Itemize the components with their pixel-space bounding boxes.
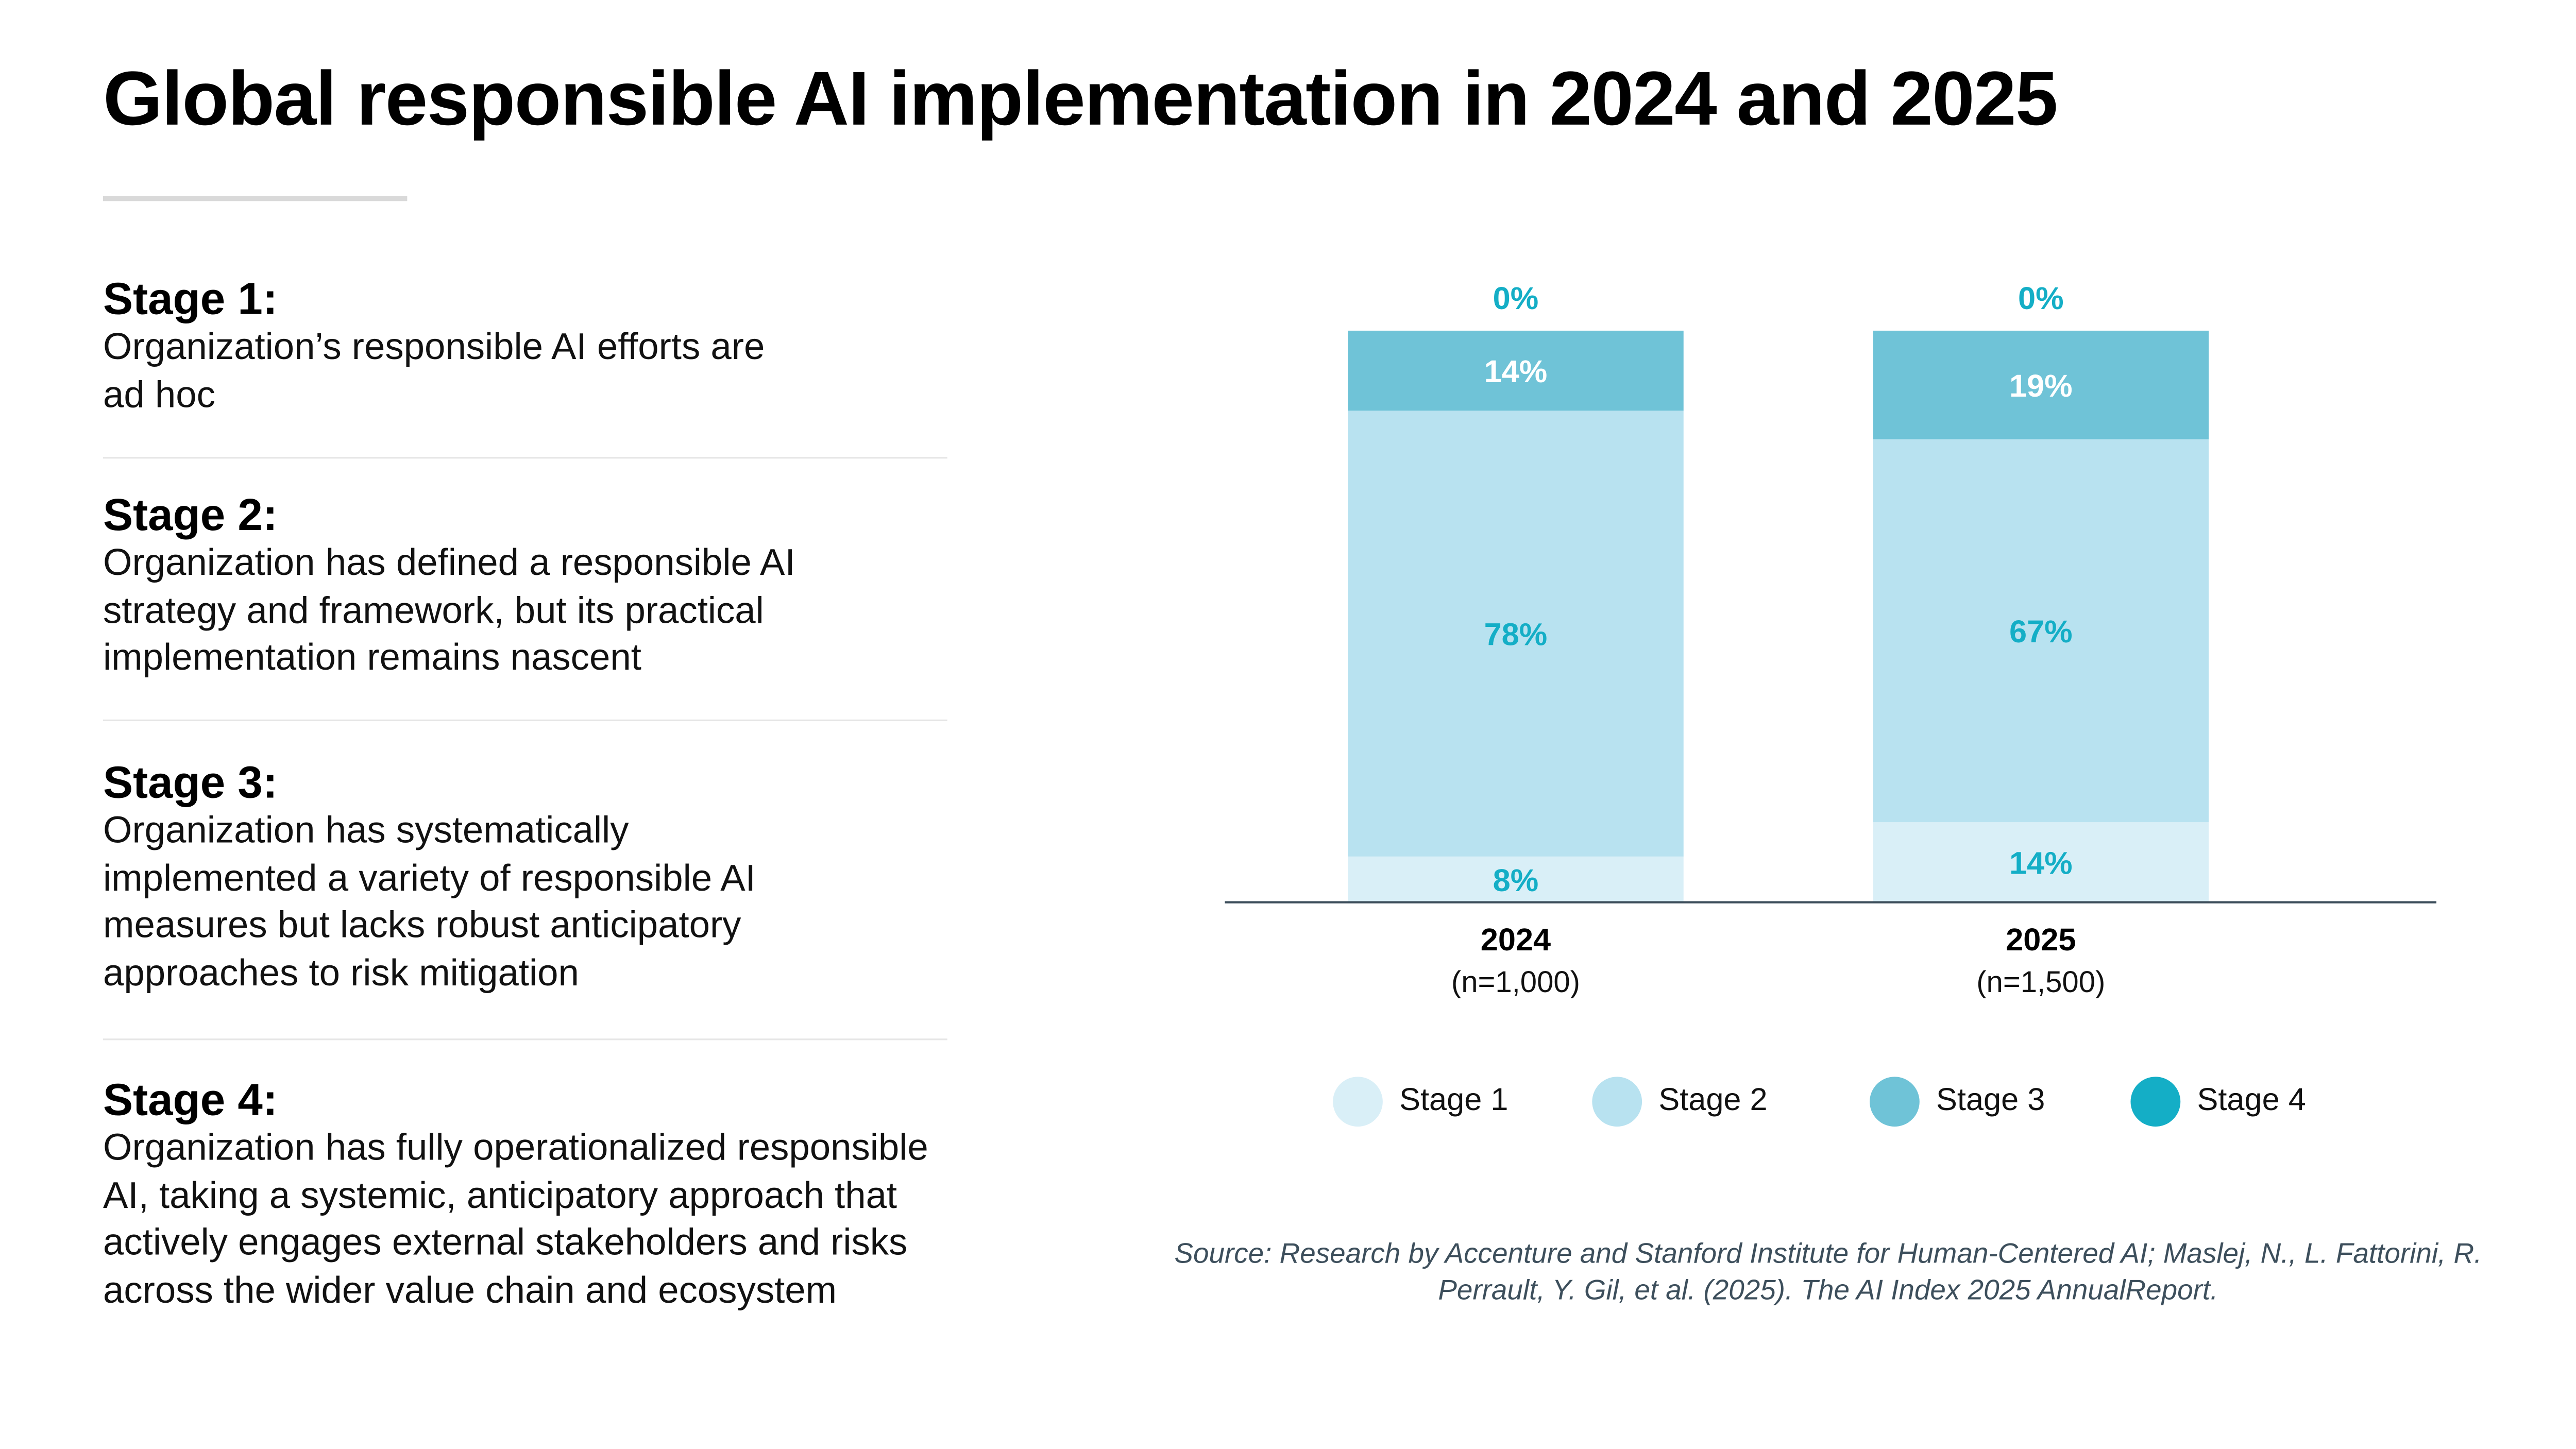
- bar-segment-stage-3: [1348, 330, 1684, 411]
- legend-label: Stage 2: [1658, 1083, 1768, 1118]
- data-label: 0%: [2018, 281, 2064, 316]
- legend-swatch-icon: [1870, 1077, 1920, 1127]
- stage-text: Organization has systematically implemen…: [103, 809, 756, 993]
- x-tick-sublabel: (n=1,000): [1451, 965, 1580, 999]
- stage-1-description: Stage 1: Organization’s responsible AI e…: [103, 274, 951, 419]
- divider: [103, 719, 947, 721]
- legend-item: Stage 2: [1592, 1077, 1768, 1127]
- data-label: 14%: [1484, 354, 1548, 389]
- legend-swatch-icon: [1333, 1077, 1383, 1127]
- data-label: 14%: [2009, 846, 2073, 881]
- divider: [103, 457, 947, 459]
- legend-label: Stage 1: [1399, 1083, 1509, 1118]
- stage-text: Organization has defined a responsible A…: [103, 541, 795, 678]
- x-tick-sublabel: (n=1,500): [1976, 965, 2105, 999]
- stage-heading: Stage 4:: [103, 1075, 278, 1125]
- legend-swatch-icon: [1592, 1077, 1642, 1127]
- source-note: Source: Research by Accenture and Stanfo…: [1174, 1238, 2482, 1306]
- bar-segment-stage-2: [1348, 411, 1684, 857]
- legend-item: Stage 1: [1333, 1077, 1508, 1127]
- stage-text: Organization’s responsible AI efforts ar…: [103, 326, 765, 415]
- data-label: 0%: [1493, 281, 1539, 316]
- legend-item: Stage 4: [2130, 1077, 2306, 1127]
- title-divider: [103, 196, 408, 201]
- page-title: Global responsible AI implementation in …: [103, 55, 2058, 142]
- x-tick-label: 2024: [1481, 922, 1551, 957]
- data-label: 8%: [1493, 863, 1539, 898]
- stage-4-description: Stage 4: Organization has fully operatio…: [103, 1075, 951, 1315]
- stage-heading: Stage 3:: [103, 757, 278, 808]
- bar-segment-stage-2: [1873, 439, 2209, 823]
- legend-label: Stage 3: [1936, 1083, 2045, 1118]
- legend-label: Stage 4: [2197, 1083, 2306, 1118]
- data-label: 78%: [1484, 617, 1548, 652]
- bar-segment-stage-1: [1348, 856, 1684, 902]
- stage-2-description: Stage 2: Organization has defined a resp…: [103, 490, 951, 683]
- stage-heading: Stage 2:: [103, 490, 278, 540]
- bar-segment-stage-1: [1873, 822, 2209, 902]
- stage-heading: Stage 1:: [103, 274, 278, 325]
- data-label: 19%: [2009, 368, 2073, 403]
- divider: [103, 1038, 947, 1041]
- bar-segment-stage-3: [1873, 330, 2209, 439]
- stage-3-description: Stage 3: Organization has systematically…: [103, 758, 951, 997]
- data-label: 67%: [2009, 614, 2073, 649]
- x-tick-label: 2025: [2006, 922, 2076, 957]
- stage-text: Organization has fully operationalized r…: [103, 1127, 928, 1310]
- legend-item: Stage 3: [1870, 1077, 2045, 1127]
- legend-swatch-icon: [2130, 1077, 2181, 1127]
